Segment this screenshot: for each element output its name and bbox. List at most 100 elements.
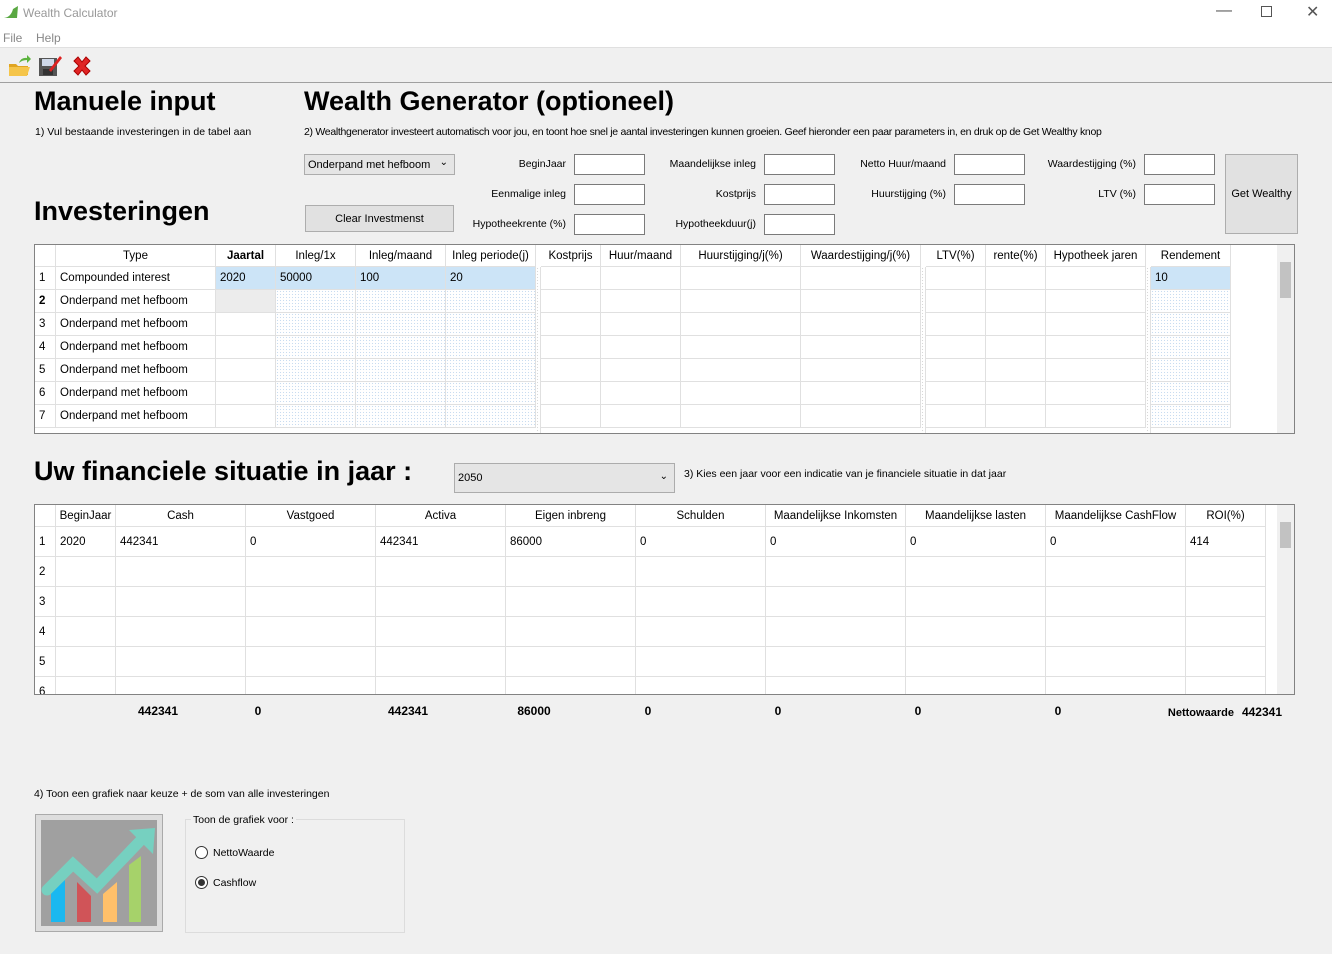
- table-cell[interactable]: [926, 290, 986, 313]
- table-cell[interactable]: [1046, 405, 1146, 428]
- table-cell[interactable]: [246, 647, 376, 677]
- row-number[interactable]: 2: [35, 290, 56, 313]
- row-number[interactable]: 1: [35, 527, 56, 557]
- table-cell[interactable]: [681, 290, 801, 313]
- table-cell[interactable]: [216, 313, 276, 336]
- column-header[interactable]: Inleg/maand: [356, 245, 446, 267]
- table-cell[interactable]: 0: [1046, 527, 1186, 557]
- table-cell[interactable]: [1046, 290, 1146, 313]
- column-header[interactable]: Vastgoed: [246, 505, 376, 527]
- radio-nettowaarde[interactable]: NettoWaarde: [195, 846, 274, 859]
- table-cell[interactable]: [276, 336, 356, 359]
- row-number[interactable]: 2: [35, 557, 56, 587]
- table-cell[interactable]: [356, 359, 446, 382]
- table-cell[interactable]: [56, 587, 116, 617]
- delete-icon[interactable]: [70, 54, 94, 78]
- column-header[interactable]: Rendement: [1151, 245, 1231, 267]
- column-header[interactable]: Inleg periode(j): [446, 245, 536, 267]
- table-cell[interactable]: [766, 557, 906, 587]
- table-cell[interactable]: 2020: [56, 527, 116, 557]
- table-cell[interactable]: [1151, 290, 1231, 313]
- table-cell[interactable]: [116, 617, 246, 647]
- table-cell[interactable]: [446, 359, 536, 382]
- column-header[interactable]: ROI(%): [1186, 505, 1266, 527]
- table-cell[interactable]: [116, 557, 246, 587]
- table-cell[interactable]: [1046, 359, 1146, 382]
- save-icon[interactable]: [37, 54, 63, 78]
- column-header[interactable]: Maandelijkse CashFlow: [1046, 505, 1186, 527]
- table-cell[interactable]: [1046, 617, 1186, 647]
- table-cell[interactable]: [276, 290, 356, 313]
- table-cell[interactable]: [541, 267, 601, 290]
- table-cell[interactable]: [116, 647, 246, 677]
- table-cell[interactable]: [541, 313, 601, 336]
- table-cell[interactable]: [276, 359, 356, 382]
- column-header[interactable]: Maandelijkse lasten: [906, 505, 1046, 527]
- row-number[interactable]: 6: [35, 677, 56, 694]
- table-cell[interactable]: [356, 290, 446, 313]
- table-cell[interactable]: [1046, 267, 1146, 290]
- table-cell[interactable]: [681, 313, 801, 336]
- table-cell[interactable]: [801, 313, 921, 336]
- table-cell[interactable]: [1046, 557, 1186, 587]
- table-cell[interactable]: [1046, 647, 1186, 677]
- table-cell[interactable]: [681, 359, 801, 382]
- table-cell[interactable]: 442341: [376, 527, 506, 557]
- table-cell[interactable]: [56, 677, 116, 694]
- table-cell[interactable]: [356, 405, 446, 428]
- table-cell[interactable]: [986, 336, 1046, 359]
- table-cell[interactable]: [276, 405, 356, 428]
- table-cell[interactable]: [986, 382, 1046, 405]
- table-cell[interactable]: [766, 587, 906, 617]
- kostprijs-input[interactable]: [764, 184, 835, 205]
- table-cell[interactable]: Onderpand met hefboom: [56, 336, 216, 359]
- table-cell[interactable]: [446, 313, 536, 336]
- table-cell[interactable]: [926, 313, 986, 336]
- table-cell[interactable]: [356, 382, 446, 405]
- table-cell[interactable]: [801, 290, 921, 313]
- table-cell[interactable]: [506, 647, 636, 677]
- table-cell[interactable]: 100: [356, 267, 446, 290]
- table-cell[interactable]: Onderpand met hefboom: [56, 382, 216, 405]
- column-header[interactable]: Activa: [376, 505, 506, 527]
- table-cell[interactable]: [986, 267, 1046, 290]
- table-cell[interactable]: [1151, 405, 1231, 428]
- column-header[interactable]: Schulden: [636, 505, 766, 527]
- column-header[interactable]: Huurstijging/j(%): [681, 245, 801, 267]
- table-cell[interactable]: 10: [1151, 267, 1231, 290]
- table-cell[interactable]: Onderpand met hefboom: [56, 290, 216, 313]
- table-cell[interactable]: 0: [636, 527, 766, 557]
- table-cell[interactable]: [601, 267, 681, 290]
- table-cell[interactable]: [56, 617, 116, 647]
- table-cell[interactable]: [636, 557, 766, 587]
- table-cell[interactable]: [376, 617, 506, 647]
- scrollbar[interactable]: [1277, 245, 1294, 433]
- column-header[interactable]: LTV(%): [926, 245, 986, 267]
- beginjaar-input[interactable]: [574, 154, 645, 175]
- table-cell[interactable]: [446, 336, 536, 359]
- table-cell[interactable]: [541, 359, 601, 382]
- table-cell[interactable]: [766, 647, 906, 677]
- table-cell[interactable]: 20: [446, 267, 536, 290]
- table-cell[interactable]: 414: [1186, 527, 1266, 557]
- netto_huur-input[interactable]: [954, 154, 1025, 175]
- menu-help[interactable]: Help: [36, 31, 61, 45]
- column-header[interactable]: Type: [56, 245, 216, 267]
- table-cell[interactable]: [1186, 587, 1266, 617]
- year-select[interactable]: 2050 ⌄: [454, 463, 675, 493]
- table-cell[interactable]: [376, 647, 506, 677]
- show-chart-button[interactable]: [35, 814, 163, 932]
- table-cell[interactable]: [681, 405, 801, 428]
- table-cell[interactable]: [246, 557, 376, 587]
- table-cell[interactable]: [506, 587, 636, 617]
- table-cell[interactable]: [601, 359, 681, 382]
- table-cell[interactable]: [541, 336, 601, 359]
- waardestijging-input[interactable]: [1144, 154, 1215, 175]
- table-cell[interactable]: Onderpand met hefboom: [56, 405, 216, 428]
- table-cell[interactable]: 0: [766, 527, 906, 557]
- table-cell[interactable]: [116, 587, 246, 617]
- table-cell[interactable]: [541, 382, 601, 405]
- table-cell[interactable]: [116, 677, 246, 694]
- row-number[interactable]: 4: [35, 336, 56, 359]
- table-cell[interactable]: [216, 359, 276, 382]
